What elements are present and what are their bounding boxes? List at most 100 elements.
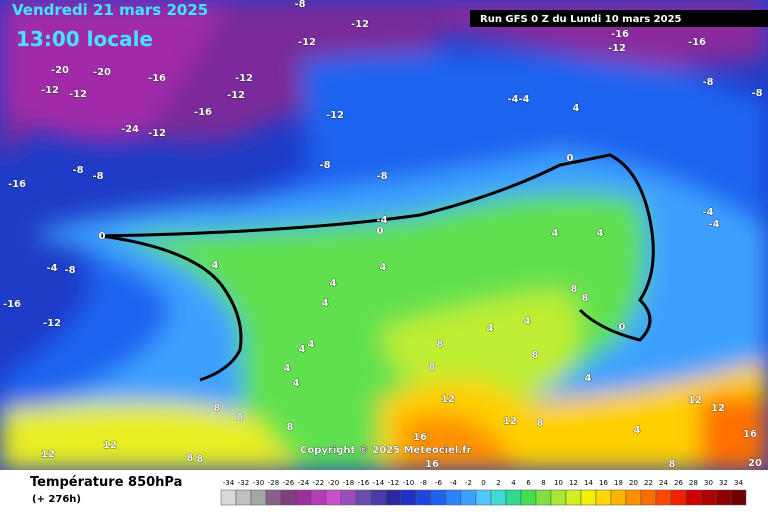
contour-label: -16 [8,179,26,190]
contour-label: 4 [524,316,531,327]
legend-label: 24 [659,479,668,487]
contour-label: 4 [284,363,291,374]
legend-label: -10 [403,479,414,487]
legend-swatch [340,489,357,506]
legend-label: 20 [629,479,638,487]
legend-label: -14 [373,479,385,487]
legend-swatch [265,489,282,506]
contour-label: -16 [148,73,166,84]
contour-label: 4 [634,425,641,436]
legend-label: -6 [435,479,443,487]
contour-label: -8 [72,165,83,176]
legend-swatch [730,489,747,506]
legend-label: -16 [358,479,370,487]
contour-label: 12 [441,394,455,405]
legend-label: -24 [298,479,310,487]
legend-label: 12 [569,479,578,487]
contour-label: 4 [299,344,306,355]
contour-label: -8 [319,160,330,171]
contour-label: -4 [46,263,57,274]
contour-label: 12 [711,403,725,414]
contour-label: -12 [41,85,59,96]
footer-lead: (+ 276h) [32,494,81,505]
contour-label: -4 [376,215,387,226]
legend-swatch [475,489,492,506]
contour-label: -8 [376,171,387,182]
contour-label: -12 [69,89,87,100]
contour-label: 4 [487,323,494,334]
legend-swatch [415,489,432,506]
legend-label: -4 [450,479,458,487]
legend-label: -32 [238,479,249,487]
contour-label: 4 [293,378,300,389]
legend-swatch [355,489,372,506]
footer-title: Température 850hPa [30,475,182,490]
legend-swatch [490,489,507,506]
contour-label: -20 [93,67,111,78]
contour-label: 12 [41,449,55,460]
legend-swatch [580,489,597,506]
legend-swatch [385,489,402,506]
contour-label: 8 [287,422,294,433]
contour-label: 16 [425,459,439,470]
contour-label: 8 [437,339,444,350]
legend-label: 22 [644,479,653,487]
legend-swatch [595,489,612,506]
contour-label: 8 [582,293,589,304]
legend-swatch [445,489,462,506]
contour-label: 8 [532,350,539,361]
contour-label: 4 [585,373,592,384]
contour-label: 16 [413,432,427,443]
legend-swatch [625,489,642,506]
legend-label: 8 [541,479,545,487]
legend-swatch [565,489,582,506]
legend-swatch [325,489,342,506]
contour-label: 8 [571,284,578,295]
legend-label: -26 [283,479,295,487]
legend-swatch [280,489,297,506]
legend-swatch [520,489,537,506]
legend-swatch [430,489,447,506]
contour-label: -8 [294,0,305,10]
contour-label: 4 [380,262,387,273]
legend-label: 32 [719,479,728,487]
contour-label: -8 [92,171,103,182]
contour-label: 8 [537,418,544,429]
legend-swatch [700,489,717,506]
run-box [470,10,768,27]
legend-label: -30 [253,479,264,487]
legend-swatch [670,489,687,506]
legend-swatch [370,489,387,506]
legend-label: -12 [388,479,399,487]
legend-swatch [640,489,657,506]
legend-swatch [550,489,567,506]
contour-label: 8 [669,459,676,470]
legend-swatch [400,489,417,506]
legend-label: -2 [465,479,472,487]
contour-label: 4 [212,260,219,271]
contour-label: -12 [608,43,626,54]
contour-label: -4 [702,207,713,218]
contour-label: 8 [187,453,194,464]
legend-swatch [505,489,522,506]
legend-label: 26 [674,479,683,487]
legend-swatch [220,489,237,506]
legend-label: -34 [223,479,235,487]
legend-label: -20 [328,479,339,487]
contour-label: 8 [429,362,436,373]
valid-date: Vendredi 21 mars 2025 [12,1,208,19]
contour-label: -12 [351,19,369,30]
legend-label: 16 [599,479,608,487]
contour-label: 0 [567,153,574,164]
legend-label: 18 [614,479,623,487]
legend-label: 6 [526,479,531,487]
legend-swatch [535,489,552,506]
contour-label: -16 [194,107,212,118]
contour-label: 20 [748,458,762,469]
legend-label: 4 [511,479,516,487]
map-background [0,0,768,470]
contour-label: -8 [751,88,762,99]
contour-label: 4 [322,298,329,309]
contour-label: 4 [573,103,580,114]
